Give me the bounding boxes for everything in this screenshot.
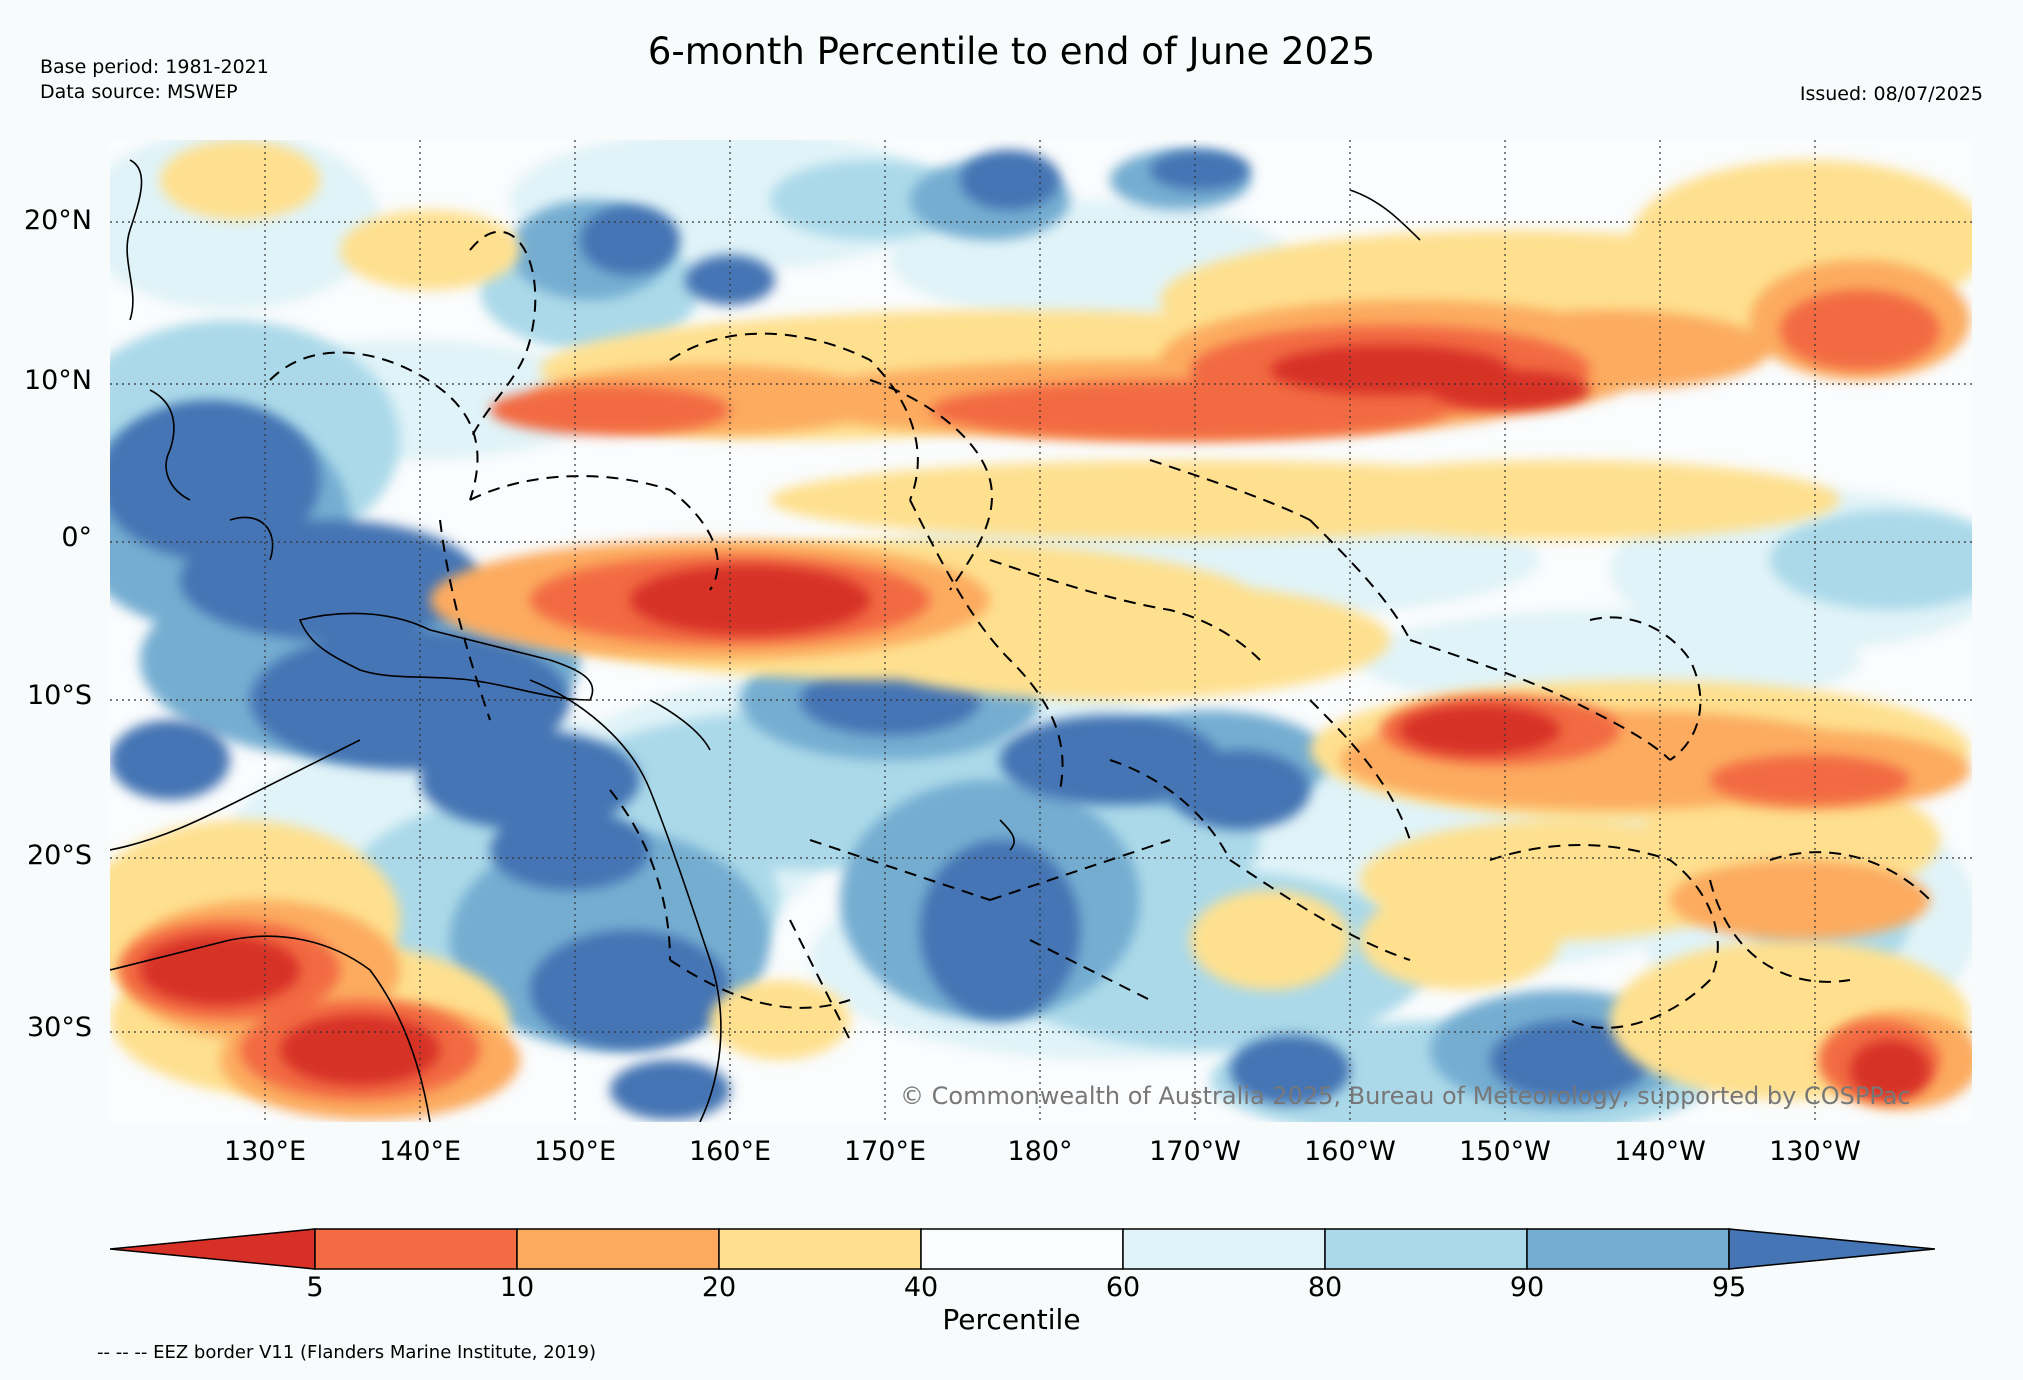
lon-label-180: 180° [1007, 1136, 1073, 1167]
colorbar-segment-20-40 [718, 1228, 922, 1270]
colorbar-tick-10: 10 [499, 1272, 535, 1303]
lat-label-30s: 30°S [27, 1012, 92, 1043]
lat-label-0: 0° [61, 522, 92, 553]
lon-label-160e: 160°E [688, 1136, 772, 1167]
band-above-95 [110, 150, 1650, 1120]
colorbar-segment-below-5 [110, 1228, 316, 1270]
data-source: Data source: MSWEP [40, 81, 238, 103]
lon-label-170w: 170°W [1149, 1136, 1241, 1167]
colorbar-segment-60-80 [1122, 1228, 1326, 1270]
percentile-map[interactable]: © Commonwealth of Australia 2025, Bureau… [110, 140, 1972, 1122]
lon-label-170e: 170°E [843, 1136, 927, 1167]
colorbar-tick-5: 5 [306, 1272, 324, 1303]
map-canvas [110, 140, 1972, 1122]
colorbar-tick-40: 40 [903, 1272, 939, 1303]
issued-date: Issued: 08/07/2025 [1799, 83, 1983, 105]
lon-label-150w: 150°W [1459, 1136, 1551, 1167]
colorbar-segment-40-60 [920, 1228, 1124, 1270]
colorbar-segment-above-95 [1728, 1228, 1935, 1270]
lat-label-10s: 10°S [27, 680, 92, 711]
lat-label-10n: 10°N [23, 365, 92, 396]
lon-label-140e: 140°E [378, 1136, 462, 1167]
lon-label-130w: 130°W [1769, 1136, 1861, 1167]
colorbar-tick-95: 95 [1711, 1272, 1747, 1303]
colorbar-title: Percentile [942, 1303, 1081, 1336]
lon-label-140w: 140°W [1614, 1136, 1706, 1167]
lon-label-160w: 160°W [1304, 1136, 1396, 1167]
colorbar-tick-20: 20 [701, 1272, 737, 1303]
colorbar-segment-80-90 [1324, 1228, 1528, 1270]
colorbar-tick-60: 60 [1105, 1272, 1141, 1303]
colorbar-segment-10-20 [516, 1228, 720, 1270]
lat-label-20s: 20°S [27, 840, 92, 871]
colorbar-segment-5-10 [314, 1228, 518, 1270]
page-title: 6-month Percentile to end of June 2025 [647, 30, 1376, 73]
colorbar-segment-90-95 [1526, 1228, 1730, 1270]
metadata-left: Base period: 1981-2021 Data source: MSWE… [40, 55, 269, 105]
copyright-notice: © Commonwealth of Australia 2025, Bureau… [900, 1082, 1911, 1110]
graticule [110, 140, 1972, 1122]
colorbar-tick-90: 90 [1509, 1272, 1545, 1303]
lon-label-130e: 130°E [223, 1136, 307, 1167]
lat-label-20n: 20°N [23, 205, 92, 236]
eez-borders [269, 230, 1931, 1041]
lon-label-150e: 150°E [533, 1136, 617, 1167]
base-period: Base period: 1981-2021 [40, 56, 269, 78]
eez-footnote: -- -- -- EEZ border V11 (Flanders Marine… [97, 1342, 597, 1363]
colorbar-tick-80: 80 [1307, 1272, 1343, 1303]
colorbar [110, 1228, 1935, 1270]
